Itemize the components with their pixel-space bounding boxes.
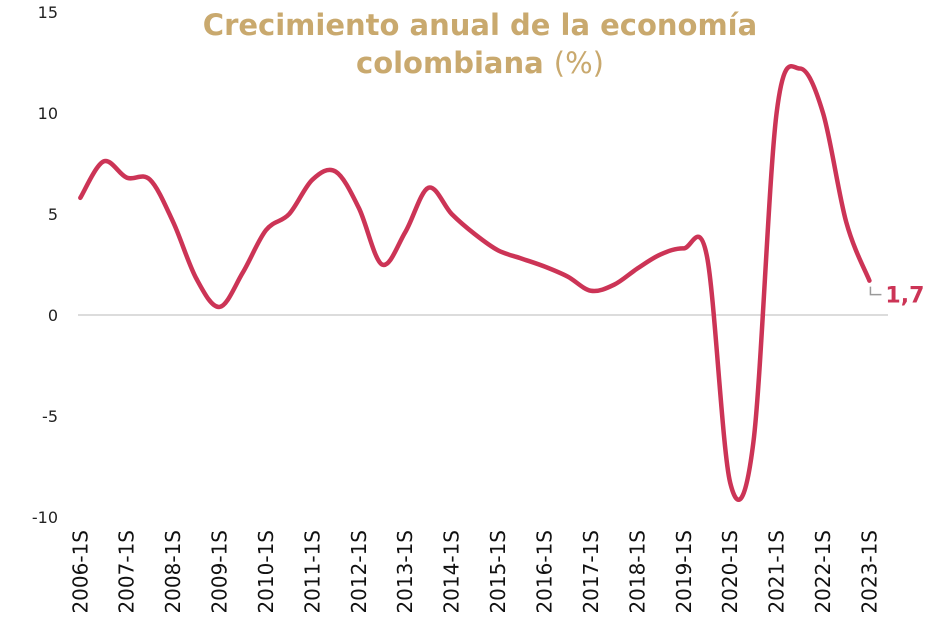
y-tick-label: -10 [32, 508, 58, 527]
x-tick-label: 2007-1S [115, 530, 139, 614]
end-label-leader [869, 286, 882, 296]
x-tick-label: 2011-1S [300, 530, 324, 614]
x-tick-label: 2009-1S [208, 530, 232, 614]
x-tick-label: 2021-1S [765, 530, 789, 614]
y-tick-label: 10 [38, 104, 58, 123]
chart-title-unit: (%) [553, 46, 604, 80]
x-tick-label: 2014-1S [440, 530, 464, 614]
x-tick-label: 2022-1S [811, 530, 835, 614]
x-tick-label: 2023-1S [857, 530, 881, 614]
y-tick-label: 5 [48, 205, 58, 224]
x-tick-label: 2006-1S [68, 530, 92, 614]
x-tick-label: 2020-1S [718, 530, 742, 614]
end-value-label: 1,7 [885, 284, 924, 309]
annotation-group: 1,7 [869, 284, 924, 309]
y-tick-label: -5 [42, 407, 58, 426]
x-tick-label: 2008-1S [161, 530, 185, 614]
chart-title: Crecimiento anual de la economía colombi… [200, 6, 760, 82]
x-tick-label: 2018-1S [625, 530, 649, 614]
y-axis: 15 10 5 0 -5 -10 [32, 3, 58, 527]
y-tick-label: 15 [38, 3, 58, 22]
x-tick-label: 2012-1S [347, 530, 371, 614]
x-tick-label: 2016-1S [533, 530, 557, 614]
x-tick-label: 2017-1S [579, 530, 603, 614]
y-tick-label: 0 [48, 306, 58, 325]
series-line [78, 64, 872, 503]
x-tick-label: 2010-1S [254, 530, 278, 614]
series-group [78, 64, 872, 503]
x-tick-label: 2019-1S [672, 530, 696, 614]
x-tick-label: 2013-1S [393, 530, 417, 614]
chart-title-text: Crecimiento anual de la economía colombi… [202, 8, 758, 80]
x-axis: 2006-1S 2007-1S 2008-1S 2009-1S 2010-1S 2011-… [68, 530, 881, 614]
x-tick-label: 2015-1S [486, 530, 510, 614]
